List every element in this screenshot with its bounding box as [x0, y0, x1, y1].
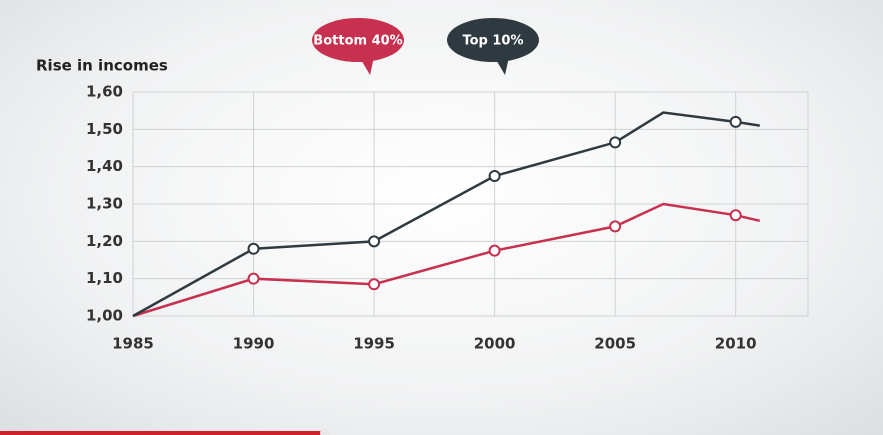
x-tick-label: 2010 [715, 335, 757, 353]
data-point [609, 220, 622, 233]
x-tick-label: 1995 [353, 335, 395, 353]
x-tick-label: 2005 [594, 335, 636, 353]
y-tick-label: 1,10 [86, 269, 123, 287]
legend-bubble-tail [495, 57, 509, 75]
legend-label: Top 10% [462, 34, 523, 49]
data-point [247, 272, 260, 285]
series-line [132, 111, 760, 318]
progress-handle [320, 428, 330, 435]
legend-bubble-tail [360, 57, 374, 75]
legend-entry: Bottom 40% [312, 18, 404, 75]
data-point [488, 170, 501, 182]
x-tick-label: 1985 [112, 335, 154, 353]
y-tick-label: 1,00 [86, 307, 123, 325]
legend-entry: Top 10% [447, 18, 539, 75]
data-point [609, 136, 622, 149]
x-tick-label: 1990 [233, 335, 275, 353]
progress-bar [0, 431, 325, 435]
legend-bubble [447, 18, 539, 62]
y-axis-label: Rise in incomes [36, 57, 168, 75]
data-point [729, 115, 742, 128]
data-point [488, 244, 501, 257]
y-tick-label: 1,30 [86, 195, 123, 213]
legend-bubble [312, 18, 404, 62]
legend-label: Bottom 40% [313, 34, 402, 49]
y-tick-label: 1,50 [86, 120, 123, 138]
y-tick-label: 1,40 [86, 157, 123, 175]
x-tick-label: 2000 [474, 335, 516, 353]
data-point [368, 235, 381, 248]
data-point [729, 209, 742, 222]
y-tick-label: 1,20 [86, 232, 123, 250]
data-point [247, 242, 260, 255]
y-tick-label: 1,60 [86, 83, 123, 101]
data-point [368, 278, 381, 291]
series-line [132, 202, 761, 318]
